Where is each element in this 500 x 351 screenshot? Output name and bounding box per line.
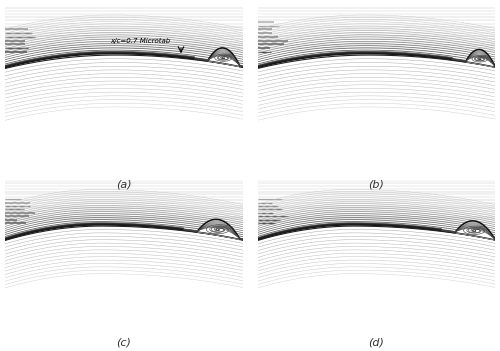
Polygon shape — [197, 219, 240, 239]
Text: (b): (b) — [368, 179, 384, 189]
Polygon shape — [246, 225, 500, 244]
Polygon shape — [0, 53, 262, 71]
Text: x/c=0.7 Microtab: x/c=0.7 Microtab — [110, 38, 170, 44]
Text: (d): (d) — [368, 337, 384, 347]
Polygon shape — [208, 48, 240, 66]
Text: (a): (a) — [116, 179, 132, 189]
Polygon shape — [455, 221, 495, 240]
Text: (c): (c) — [116, 337, 132, 347]
Polygon shape — [466, 49, 495, 67]
Polygon shape — [0, 225, 262, 244]
Polygon shape — [246, 53, 500, 71]
